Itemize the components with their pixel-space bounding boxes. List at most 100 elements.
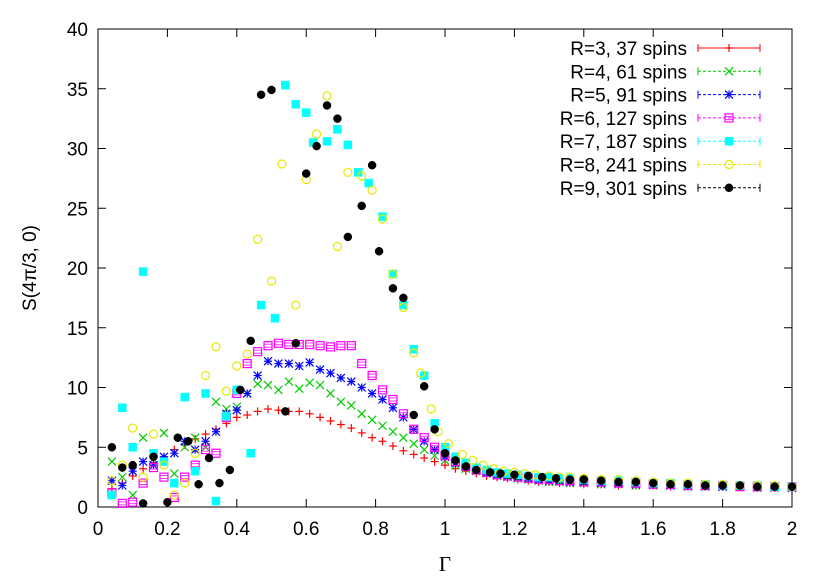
data-point	[225, 465, 235, 475]
data-point	[346, 401, 356, 410]
series-1	[107, 405, 796, 494]
data-point	[510, 470, 519, 479]
legend-item: R=5, 91 spins	[570, 86, 761, 107]
data-point	[377, 214, 388, 224]
data-point	[256, 300, 266, 310]
data-point	[332, 241, 343, 252]
x-tick-label: 0.4	[224, 519, 251, 540]
data-point	[485, 468, 495, 477]
data-point	[274, 359, 283, 369]
data-point	[347, 424, 356, 433]
y-axis-label: S(4π/3, 0)	[20, 225, 41, 311]
data-point	[343, 140, 353, 150]
data-point	[325, 342, 336, 352]
legend-marker	[724, 136, 734, 146]
data-point	[148, 462, 159, 473]
data-point	[232, 413, 241, 422]
data-point	[753, 482, 762, 491]
data-point	[478, 460, 488, 470]
data-point	[232, 361, 242, 371]
data-point	[222, 419, 231, 428]
data-point	[399, 293, 408, 303]
data-point	[253, 234, 263, 244]
data-point	[388, 394, 398, 405]
legend-label: R=8, 241 spins	[560, 156, 687, 177]
data-point	[201, 436, 210, 446]
data-point	[430, 445, 440, 455]
data-point	[246, 448, 255, 458]
data-point	[284, 359, 294, 369]
data-point	[256, 90, 266, 99]
data-point	[409, 410, 419, 420]
y-tick-label: 5	[77, 438, 88, 459]
data-point	[367, 185, 377, 195]
x-tick-label: 0.6	[293, 519, 319, 540]
data-point	[388, 427, 398, 437]
data-point	[284, 339, 294, 350]
legend-label: R=4, 61 spins	[570, 62, 687, 83]
data-points	[107, 80, 797, 509]
data-point	[346, 377, 356, 386]
data-point	[326, 368, 335, 378]
legend-marker	[725, 44, 733, 52]
data-point	[211, 342, 221, 352]
legend-item: R=7, 187 spins	[560, 132, 761, 153]
data-point	[333, 114, 342, 123]
data-point	[281, 80, 290, 90]
legend-label: R=7, 187 spins	[560, 132, 687, 153]
data-point	[291, 300, 301, 310]
data-point	[138, 472, 148, 482]
y-tick-label: 25	[67, 199, 88, 220]
data-point	[336, 373, 346, 383]
data-point	[253, 379, 263, 389]
data-point	[107, 476, 117, 486]
data-point	[117, 481, 127, 490]
data-point	[159, 460, 169, 470]
series-2	[107, 377, 797, 500]
y-tick-label: 0	[77, 498, 88, 519]
legend-marker	[724, 90, 734, 100]
data-point	[190, 448, 200, 458]
data-point	[301, 169, 311, 178]
y-tick-label: 15	[67, 319, 88, 340]
data-point	[117, 498, 127, 509]
data-point	[388, 284, 398, 293]
data-point	[291, 339, 301, 348]
legend-item: R=6, 127 spins	[560, 109, 761, 130]
data-point	[596, 476, 606, 485]
data-point	[357, 359, 367, 369]
plot-frame	[97, 28, 793, 508]
data-point	[336, 397, 346, 407]
data-point	[270, 313, 280, 323]
data-point	[118, 463, 127, 472]
data-point	[128, 443, 137, 452]
data-point	[263, 380, 273, 390]
data-point	[419, 445, 429, 455]
x-tick-label: 1.2	[501, 519, 527, 540]
data-point	[149, 460, 158, 470]
data-point	[367, 389, 377, 398]
data-point	[357, 428, 366, 437]
data-point	[191, 434, 200, 443]
data-point	[357, 383, 367, 392]
data-point	[204, 453, 214, 463]
data-point	[416, 368, 426, 378]
data-point	[430, 457, 439, 466]
data-point	[333, 125, 342, 134]
data-point	[312, 141, 321, 151]
data-point	[107, 443, 117, 452]
data-point	[398, 409, 408, 419]
data-point	[322, 91, 332, 101]
data-point	[211, 427, 221, 437]
data-point	[253, 407, 262, 416]
data-point	[648, 478, 658, 488]
data-point	[336, 420, 345, 429]
data-point	[315, 380, 325, 390]
series-4	[107, 338, 797, 509]
x-tick-label: 2	[787, 519, 798, 540]
data-point	[367, 415, 377, 425]
data-point	[180, 478, 190, 488]
data-point	[305, 409, 314, 418]
legend-label: R=9, 301 spins	[560, 179, 687, 200]
